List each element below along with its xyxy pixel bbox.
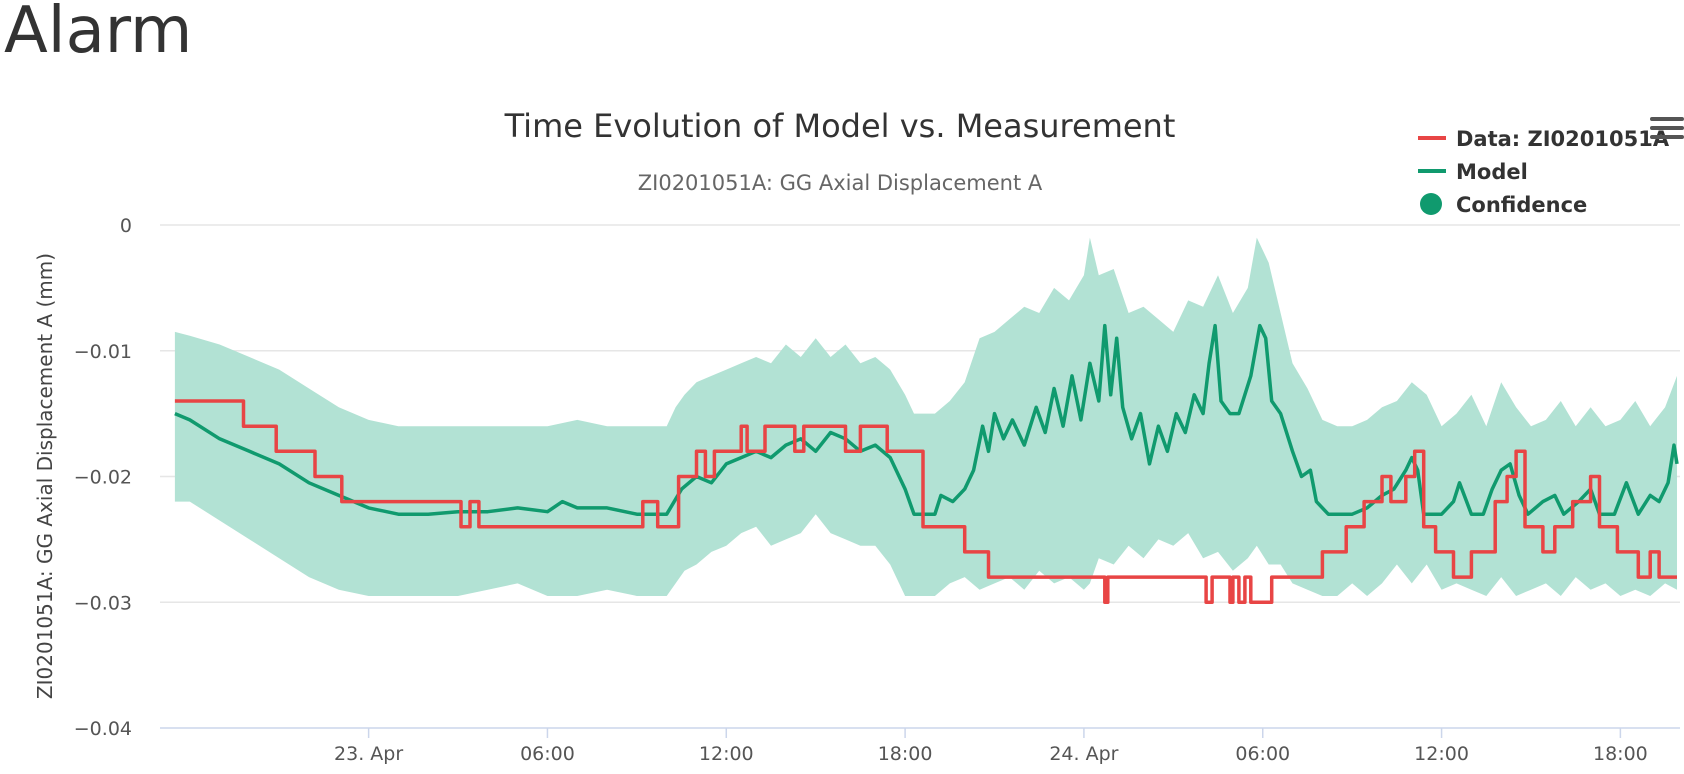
y-tick-label: −0.03 — [74, 592, 132, 614]
hamburger-menu-icon-bar — [1650, 126, 1684, 130]
x-tick-label: 24. Apr — [1049, 743, 1118, 765]
legend-item-model[interactable]: Model — [1418, 160, 1528, 184]
x-tick-label: 18:00 — [878, 743, 933, 765]
y-axis: 0 −0.01 −0.02 −0.03 −0.04 — [74, 215, 132, 740]
legend: Data: ZI0201051A Model Confidence — [1418, 127, 1670, 217]
y-tick-label: −0.04 — [74, 718, 132, 740]
x-tick-label: 12:00 — [1414, 743, 1469, 765]
legend-label-model: Model — [1456, 160, 1528, 184]
legend-label-confidence: Confidence — [1456, 193, 1587, 217]
confidence-band-layer — [174, 237, 1677, 596]
legend-symbol-confidence — [1420, 193, 1442, 215]
legend-item-confidence[interactable]: Confidence — [1420, 193, 1587, 217]
model-line — [174, 323, 1679, 516]
hamburger-menu-icon — [1650, 117, 1684, 121]
x-tick-label: 06:00 — [1235, 743, 1290, 765]
chart-menu-button[interactable] — [1650, 117, 1684, 143]
series-layer — [174, 323, 1679, 605]
chart-container: Time Evolution of Model vs. Measurement … — [0, 82, 1684, 770]
data-line — [174, 399, 1677, 605]
x-tick-label: 12:00 — [699, 743, 754, 765]
y-tick-label: 0 — [120, 215, 132, 237]
x-tick-label: 23. Apr — [334, 743, 403, 765]
y-axis-label: ZI0201051A: GG Axial Displacement A (mm) — [33, 253, 57, 699]
confidence-band — [174, 237, 1677, 596]
chart-subtitle: ZI0201051A: GG Axial Displacement A — [638, 171, 1043, 195]
y-tick-label: −0.01 — [74, 341, 132, 363]
x-tick-label: 06:00 — [520, 743, 575, 765]
x-tick-label: 18:00 — [1593, 743, 1648, 765]
x-axis: 23. Apr 06:00 12:00 18:00 24. Apr 06:00 12:00 1… — [160, 727, 1680, 765]
y-tick-label: −0.02 — [74, 467, 132, 489]
legend-label-data: Data: ZI0201051A — [1456, 127, 1670, 151]
chart-svg: Time Evolution of Model vs. Measurement … — [33, 107, 1680, 765]
legend-item-data[interactable]: Data: ZI0201051A — [1418, 127, 1670, 151]
hamburger-menu-icon-bar — [1650, 135, 1684, 139]
page-title: Alarm — [4, 0, 193, 68]
chart-title: Time Evolution of Model vs. Measurement — [504, 107, 1176, 145]
